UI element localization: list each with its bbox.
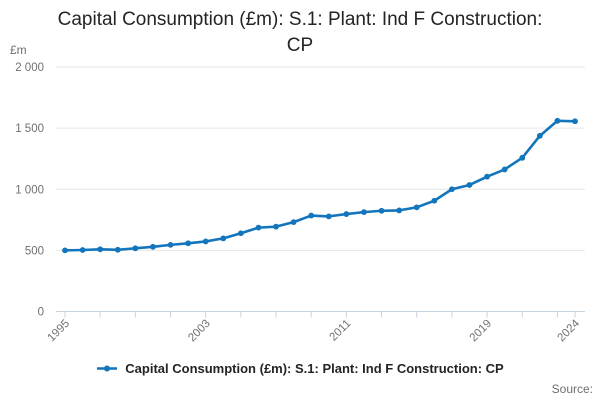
data-point [185, 240, 192, 247]
data-point [114, 246, 121, 253]
data-point [237, 230, 244, 237]
data-point [132, 245, 139, 252]
chart-title-line1: Capital Consumption (£m): S.1: Plant: In… [57, 9, 543, 30]
legend-line-marker-icon [97, 365, 118, 372]
data-point [290, 219, 297, 226]
data-point [62, 247, 68, 254]
x-axis-tick-label: 1995 [46, 318, 73, 345]
data-point [519, 154, 526, 161]
y-axis-unit-label: £m [10, 43, 27, 57]
data-point [150, 243, 156, 250]
data-point [466, 182, 473, 188]
data-point [378, 207, 385, 214]
x-axis-tick-label: 2019 [468, 318, 495, 345]
source-label: Source: [551, 382, 593, 396]
legend-item[interactable]: Capital Consumption (£m): S.1: Plant: In… [96, 361, 504, 376]
y-axis-tick-label: 500 [25, 245, 44, 257]
y-axis-tick-label: 2 000 [15, 62, 44, 74]
y-axis-tick-label: 1 000 [15, 184, 44, 196]
x-axis-tick-label: 2024 [556, 317, 583, 344]
data-point [572, 118, 578, 125]
data-point [79, 247, 86, 253]
data-point [554, 117, 561, 124]
y-axis-tick-label: 1 500 [15, 123, 44, 135]
chart-title: Capital Consumption (£m): S.1: Plant: In… [0, 7, 600, 59]
data-point [396, 207, 403, 214]
data-point [536, 132, 543, 139]
legend-label: Capital Consumption (£m): S.1: Plant: In… [125, 361, 504, 376]
chart-title-line2: CP [286, 35, 314, 56]
data-point [448, 186, 455, 193]
x-axis-tick-label: 2011 [328, 318, 354, 344]
data-point [167, 241, 174, 248]
data-point [220, 235, 227, 242]
data-point [97, 246, 104, 253]
data-point [431, 197, 438, 204]
series-line [63, 119, 577, 252]
data-point [501, 166, 508, 173]
x-axis-tick-label: 2003 [186, 318, 213, 345]
data-point [484, 173, 490, 180]
data-point [308, 212, 315, 219]
data-point [413, 204, 420, 211]
y-axis-tick-label: 0 [38, 307, 44, 319]
data-point [255, 224, 262, 231]
data-point [202, 238, 209, 245]
data-point [361, 209, 367, 216]
legend: Capital Consumption (£m): S.1: Plant: In… [0, 361, 600, 376]
data-point [343, 211, 350, 217]
data-point [325, 213, 332, 220]
data-point [273, 223, 279, 230]
